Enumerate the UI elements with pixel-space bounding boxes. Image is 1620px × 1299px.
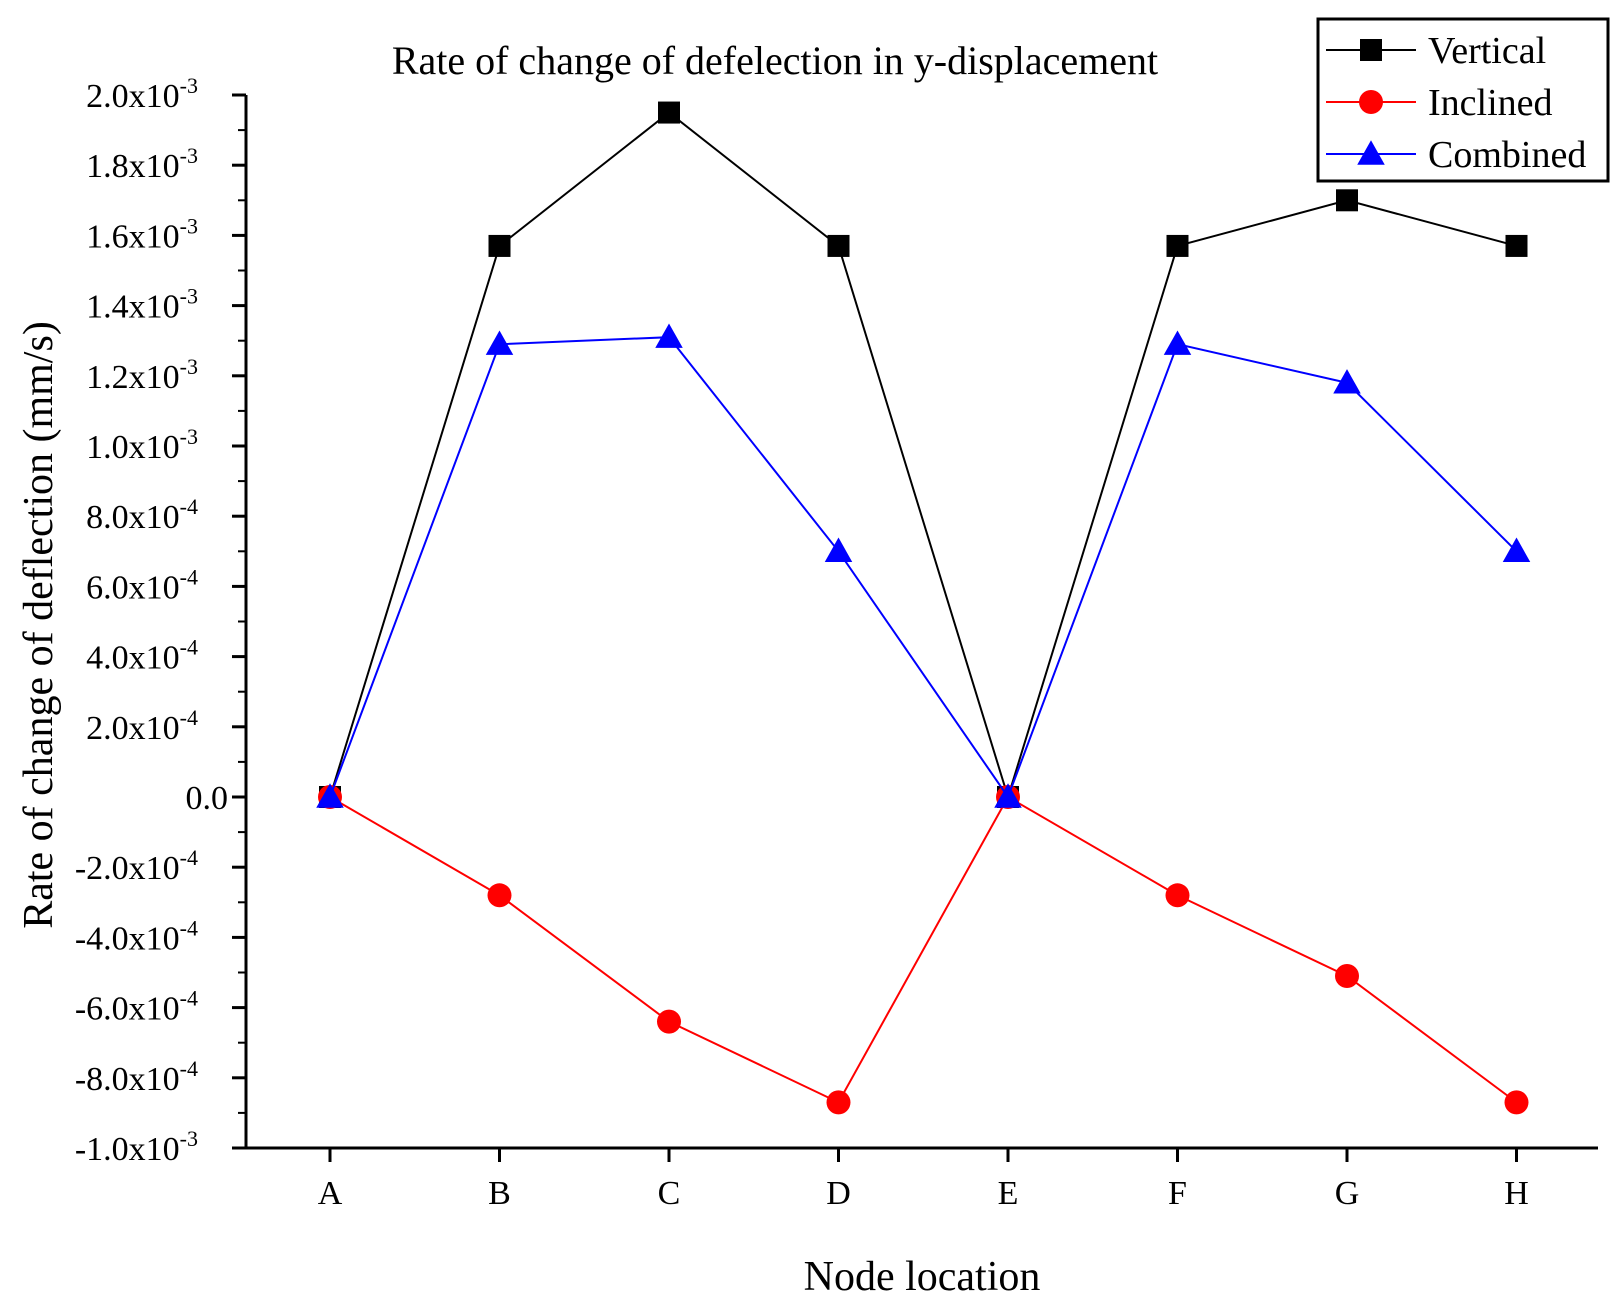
data-point-triangle: [655, 323, 683, 348]
y-tick-exponent: -3: [180, 143, 198, 168]
x-tick-label: H: [1504, 1175, 1529, 1212]
y-tick-label: -8.0x10-4: [75, 1056, 198, 1098]
data-point-triangle: [1502, 537, 1531, 563]
y-tick-label: 1.8x10-3: [86, 143, 198, 185]
y-tick-label: 1.2x10-3: [86, 354, 198, 396]
y-tick-label: 1.0x10-3: [86, 424, 198, 466]
y-tick-label: 6.0x10-4: [86, 564, 198, 606]
y-tick-label: -4.0x10-4: [75, 915, 198, 957]
series-layer: [316, 101, 1531, 1115]
legend-label: Combined: [1428, 134, 1586, 176]
data-point-square: [1505, 234, 1528, 257]
y-tick-exponent: -4: [180, 986, 198, 1011]
series-line-combined: [329, 336, 1518, 800]
y-tick-label: 1.6x10-3: [86, 213, 198, 255]
x-tick-label: B: [488, 1175, 511, 1212]
y-tick-exponent: -4: [180, 705, 198, 730]
y-tick-exponent: -4: [180, 845, 198, 870]
data-point-triangle: [1163, 330, 1192, 355]
y-tick-exponent: -3: [180, 424, 198, 449]
y-tick-exponent: -4: [180, 564, 198, 589]
data-point-square: [1336, 189, 1358, 212]
legend-item-combined: Combined: [1326, 134, 1586, 176]
y-tick-label: -2.0x10-4: [75, 845, 198, 887]
legend-label: Vertical: [1428, 30, 1546, 72]
data-point-square: [827, 234, 850, 257]
series-combined: [316, 323, 1531, 808]
data-point-circle: [1504, 1090, 1529, 1115]
y-tick-label: 0.0: [186, 780, 229, 817]
series-line-inclined: [329, 795, 1518, 1104]
data-point-square: [658, 101, 680, 124]
y-tick-exponent: -3: [180, 1126, 198, 1151]
data-point-circle: [826, 1090, 851, 1115]
x-tick-label: F: [1168, 1175, 1187, 1212]
x-axis-title: Node location: [804, 1254, 1041, 1299]
data-point-square: [1166, 234, 1189, 257]
y-tick-exponent: -3: [180, 73, 198, 98]
data-point-triangle: [994, 783, 1022, 808]
chart-title: Rate of change of defelection in y-displ…: [392, 38, 1158, 83]
y-tick-exponent: -4: [180, 635, 198, 660]
data-point-triangle: [316, 783, 344, 808]
data-point-square: [1360, 39, 1382, 61]
y-tick-exponent: -3: [180, 354, 198, 379]
y-tick-label: 2.0x10-4: [86, 705, 198, 747]
y-tick-exponent: -3: [180, 284, 198, 309]
data-point-triangle: [824, 537, 853, 563]
y-axis-title: Rate of change of deflection (mm/s): [16, 321, 62, 929]
legend: Vertical Inclined Combined: [1316, 17, 1610, 183]
x-tick-label: A: [318, 1175, 343, 1212]
axes: 2.0x10-3 1.8x10-3 1.6x10-3 1.4x10-3 1.2x10-3…: [75, 73, 1598, 1212]
data-point-triangle: [485, 330, 514, 355]
data-point-triangle: [1357, 140, 1385, 165]
legend-label: Inclined: [1428, 82, 1553, 124]
y-tick-label: 2.0x10-3: [86, 73, 198, 115]
x-tick-label: E: [998, 1175, 1019, 1212]
y-tick-exponent: -4: [180, 915, 198, 940]
data-point-circle: [1359, 90, 1383, 114]
y-tick-label: 1.4x10-3: [86, 284, 198, 326]
data-point-triangle: [1333, 369, 1361, 394]
y-tick-exponent: -4: [180, 1056, 198, 1081]
y-tick-label: 4.0x10-4: [86, 635, 198, 677]
x-tick-label: G: [1335, 1175, 1360, 1212]
legend-item-vertical: Vertical: [1326, 30, 1546, 72]
y-tick-label: 8.0x10-4: [86, 494, 198, 536]
legend-item-inclined: Inclined: [1326, 82, 1553, 124]
x-tick-label: C: [658, 1175, 681, 1212]
data-point-square: [488, 234, 511, 257]
data-point-circle: [1165, 883, 1190, 908]
data-point-circle: [657, 1009, 681, 1034]
y-tick-exponent: -4: [180, 494, 198, 519]
y-tick-label: -6.0x10-4: [75, 986, 198, 1028]
y-tick-label: -1.0x10-3: [75, 1126, 198, 1168]
x-tick-label: D: [826, 1175, 851, 1212]
data-point-circle: [1335, 964, 1359, 989]
data-point-circle: [487, 883, 512, 908]
series-vertical: [319, 101, 1528, 808]
series-inclined: [318, 785, 1529, 1115]
y-tick-exponent: -3: [180, 213, 198, 238]
series-line-vertical: [329, 111, 1517, 801]
